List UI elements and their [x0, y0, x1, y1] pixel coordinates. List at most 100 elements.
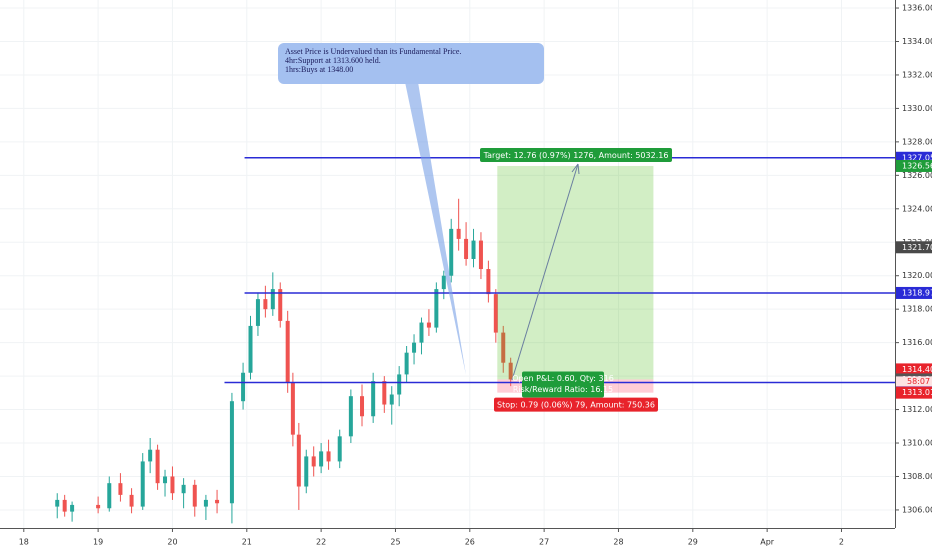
y-tick-label: 1318.00: [902, 305, 932, 314]
candle-body: [118, 483, 123, 495]
y-tick-label: 1324.00: [902, 204, 932, 213]
candle-body: [426, 322, 431, 328]
target-label: Target: 12.76 (0.97%) 1276, Amount: 5032…: [483, 151, 669, 160]
ratio-label: Risk/Reward Ratio: 16.15: [513, 385, 613, 394]
y-tick-label: 1320.00: [902, 271, 932, 280]
price-tag-label: 1327.05: [902, 153, 932, 162]
candle-body: [311, 456, 316, 467]
pnl-label: Open P&L: 0.60, Qty: 316: [512, 374, 614, 383]
callout-tail: [405, 82, 466, 375]
time-axis: [0, 528, 932, 550]
y-tick-label: 1336.00: [902, 4, 932, 13]
callout-text: 4hr:Support at 1313.600 held.: [285, 56, 381, 65]
candle-body: [337, 436, 342, 462]
y-tick-label: 1308.00: [902, 472, 932, 481]
candle-body: [449, 228, 454, 276]
callout-box: [278, 43, 544, 84]
candle-body: [285, 320, 290, 383]
candle-body: [148, 449, 153, 462]
candle-body: [155, 449, 160, 484]
grid: [0, 0, 895, 528]
candle-body: [270, 289, 275, 310]
candle-body: [389, 394, 394, 405]
y-tick-label: 1310.00: [902, 439, 932, 448]
axes: 1306.001308.001310.001312.001314.001316.…: [19, 4, 932, 547]
pnl-box: [522, 371, 604, 398]
price-axis: [896, 0, 932, 550]
price-tag: [896, 386, 932, 399]
candle-body: [181, 484, 186, 494]
candle-body: [419, 322, 424, 343]
y-tick-label: 1316.00: [902, 338, 932, 347]
candle-body: [107, 483, 112, 509]
x-tick-label: 20: [167, 538, 177, 547]
callout-text: Asset Price is Undervalued than its Fund…: [285, 47, 461, 56]
stop-label: Stop: 0.79 (0.06%) 79, Amount: 750.36: [497, 401, 655, 410]
x-tick-label: Apr: [760, 538, 775, 547]
candle-body: [434, 289, 439, 328]
candle-body: [319, 451, 324, 467]
candle-body: [348, 396, 353, 437]
price-tag: [896, 286, 932, 299]
y-tick-label: 1328.00: [902, 137, 932, 146]
candle-body: [215, 499, 220, 504]
x-tick-label: 29: [688, 538, 698, 547]
stop-label-box: [494, 397, 658, 412]
candle-body: [96, 504, 101, 509]
candle-body: [508, 362, 513, 380]
x-tick-label: 2: [839, 538, 844, 547]
candle-body: [248, 325, 253, 373]
candle-body: [296, 434, 301, 487]
candle-body: [304, 456, 309, 487]
candle-body: [456, 228, 461, 239]
candle-body: [501, 332, 506, 363]
price-tag-label: 1321.70: [902, 243, 932, 252]
y-tick-label: 1334.00: [902, 37, 932, 46]
candle-body: [170, 476, 175, 494]
candle-body: [62, 499, 67, 512]
candle-body: [163, 476, 168, 484]
candle-body: [129, 494, 134, 507]
candle-body: [326, 451, 331, 462]
candle-body: [360, 396, 365, 417]
y-tick-label: 1330.00: [902, 104, 932, 113]
countdown: 58:07: [907, 377, 930, 386]
price-tag: [896, 159, 932, 172]
candle-body: [241, 372, 246, 402]
candle-body: [263, 299, 268, 310]
arrow-head: [571, 163, 580, 175]
price-tag: [896, 363, 932, 376]
callout-text: 1hrs:Buys at 1348.00: [285, 65, 353, 74]
candle-body: [382, 381, 387, 405]
x-tick-label: 18: [19, 538, 29, 547]
y-tick-label: 1306.00: [902, 505, 932, 514]
candle-body: [471, 240, 476, 259]
candle-body: [278, 289, 283, 321]
target-label-box: [480, 147, 672, 162]
candle-body: [486, 269, 491, 295]
x-tick-label: 19: [93, 538, 103, 547]
x-tick-label: 26: [465, 538, 475, 547]
candle-body: [404, 352, 409, 375]
drawings: Target: 12.76 (0.97%) 1276, Amount: 5032…: [224, 43, 895, 412]
plot: [55, 198, 513, 524]
price-tag-label: 1326.56: [902, 161, 932, 170]
candle-body: [371, 381, 376, 417]
candle-body: [70, 504, 75, 512]
price-tag: [896, 241, 932, 254]
candle-body: [255, 299, 260, 326]
candle-body: [464, 238, 469, 259]
price-tag-label: 1313.01: [902, 388, 932, 397]
candle-body: [290, 382, 295, 435]
candle-body: [55, 499, 60, 507]
y-tick-label: 1332.00: [902, 70, 932, 79]
countdown-box: [896, 376, 932, 387]
profit-zone: [497, 165, 654, 380]
candle-body: [192, 484, 197, 507]
y-tick-label: 1312.00: [902, 405, 932, 414]
x-tick-label: 28: [613, 538, 623, 547]
y-tick-label: 1326.00: [902, 171, 932, 180]
price-tag-label: 1318.97: [902, 288, 932, 297]
